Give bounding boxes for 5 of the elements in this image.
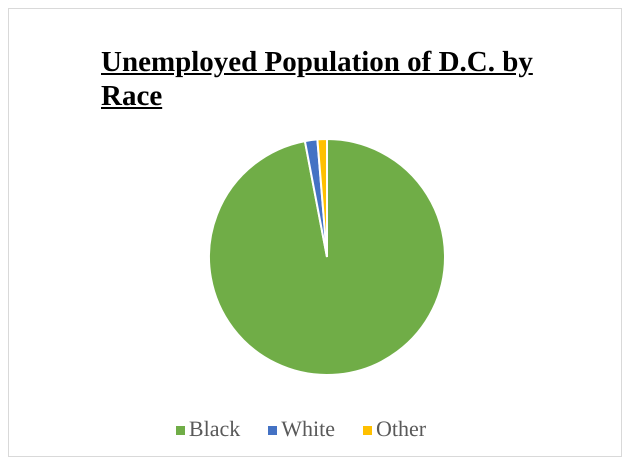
chart-title: Unemployed Population of D.C. by Race: [101, 45, 534, 113]
legend-label: Other: [376, 416, 426, 441]
legend-label: White: [281, 416, 335, 441]
legend-label: Black: [188, 416, 240, 441]
pie-slice: [208, 138, 446, 376]
